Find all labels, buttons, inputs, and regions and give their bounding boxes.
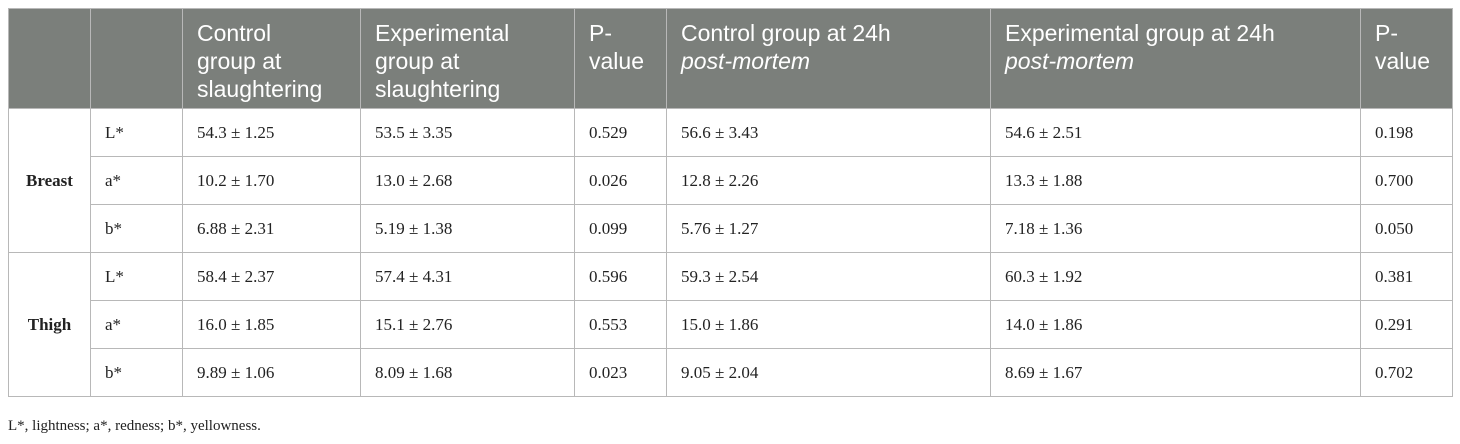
p-value-cell: 0.023 [574, 348, 667, 397]
value-cell: 6.88 ± 2.31 [182, 204, 361, 253]
value-cell: 59.3 ± 2.54 [666, 252, 991, 301]
value-cell: 5.76 ± 1.27 [666, 204, 991, 253]
p-value-cell: 0.026 [574, 156, 667, 205]
color-parameters-table: Control group at slaughtering Experiment… [8, 8, 1453, 397]
param-cell: b* [90, 204, 183, 253]
value-cell: 12.8 ± 2.26 [666, 156, 991, 205]
p-value-cell: 0.291 [1360, 300, 1453, 349]
p-value-cell: 0.099 [574, 204, 667, 253]
table-row: b* 6.88 ± 2.31 5.19 ± 1.38 0.099 5.76 ± … [9, 204, 1453, 253]
p-value-cell: 0.050 [1360, 204, 1453, 253]
table-row: Breast L* 54.3 ± 1.25 53.5 ± 3.35 0.529 … [8, 108, 1453, 253]
header-text: value [1375, 48, 1430, 74]
header-blank-1 [8, 8, 91, 109]
param-cell: a* [90, 156, 183, 205]
header-text: Control group at 24h [681, 20, 891, 46]
header-experimental-slaughtering: Experimental group at slaughtering [360, 8, 575, 109]
value-cell: 60.3 ± 1.92 [990, 252, 1361, 301]
header-blank-2 [90, 8, 183, 109]
header-text: post-mortem [681, 48, 811, 74]
table-row: b* 9.89 ± 1.06 8.09 ± 1.68 0.023 9.05 ± … [9, 348, 1453, 397]
value-cell: 9.05 ± 2.04 [666, 348, 991, 397]
value-cell: 9.89 ± 1.06 [182, 348, 361, 397]
value-cell: 57.4 ± 4.31 [360, 252, 575, 301]
value-cell: 8.69 ± 1.67 [990, 348, 1361, 397]
param-cell: b* [90, 348, 183, 397]
header-experimental-24h: Experimental group at 24h post-mortem [990, 8, 1361, 109]
header-p-value-1: P- value [574, 8, 667, 109]
value-cell: 56.6 ± 3.43 [666, 108, 991, 157]
table-footnote: L*, lightness; a*, redness; b*, yellowne… [8, 418, 261, 434]
value-cell: 5.19 ± 1.38 [360, 204, 575, 253]
header-control-slaughtering: Control group at slaughtering [182, 8, 361, 109]
value-cell: 53.5 ± 3.35 [360, 108, 575, 157]
param-cell: a* [90, 300, 183, 349]
p-value-cell: 0.529 [574, 108, 667, 157]
group-label-thigh: Thigh [8, 252, 91, 397]
header-text: slaughtering [375, 76, 501, 102]
header-control-24h: Control group at 24h post-mortem [666, 8, 991, 109]
value-cell: 58.4 ± 2.37 [182, 252, 361, 301]
value-cell: 7.18 ± 1.36 [990, 204, 1361, 253]
header-text: post-mortem [1005, 48, 1135, 74]
param-cell: L* [90, 108, 183, 157]
header-text: Experimental [375, 20, 510, 46]
value-cell: 13.0 ± 2.68 [360, 156, 575, 205]
p-value-cell: 0.702 [1360, 348, 1453, 397]
header-text: group at [375, 48, 460, 74]
header-row: Control group at slaughtering Experiment… [8, 8, 1453, 109]
header-text: value [589, 48, 644, 74]
p-value-cell: 0.553 [574, 300, 667, 349]
table-row: a* 10.2 ± 1.70 13.0 ± 2.68 0.026 12.8 ± … [9, 156, 1453, 205]
value-cell: 15.1 ± 2.76 [360, 300, 575, 349]
value-cell: 13.3 ± 1.88 [990, 156, 1361, 205]
value-cell: 10.2 ± 1.70 [182, 156, 361, 205]
value-cell: 14.0 ± 1.86 [990, 300, 1361, 349]
table-row: a* 16.0 ± 1.85 15.1 ± 2.76 0.553 15.0 ± … [9, 300, 1453, 349]
header-text: group at [197, 48, 282, 74]
value-cell: 16.0 ± 1.85 [182, 300, 361, 349]
header-text: Control [197, 20, 272, 46]
p-value-cell: 0.596 [574, 252, 667, 301]
p-value-cell: 0.381 [1360, 252, 1453, 301]
header-p-value-2: P- value [1360, 8, 1453, 109]
p-value-cell: 0.198 [1360, 108, 1453, 157]
value-cell: 54.6 ± 2.51 [990, 108, 1361, 157]
value-cell: 54.3 ± 1.25 [182, 108, 361, 157]
header-text: Experimental group at 24h [1005, 20, 1275, 46]
value-cell: 15.0 ± 1.86 [666, 300, 991, 349]
value-cell: 8.09 ± 1.68 [360, 348, 575, 397]
param-cell: L* [90, 252, 183, 301]
table-row: Thigh L* 58.4 ± 2.37 57.4 ± 4.31 0.596 5… [8, 252, 1453, 397]
table-container: Control group at slaughtering Experiment… [8, 8, 1453, 397]
header-text: slaughtering [197, 76, 323, 102]
header-text: P- [589, 20, 612, 46]
header-text: P- [1375, 20, 1398, 46]
p-value-cell: 0.700 [1360, 156, 1453, 205]
group-label-breast: Breast [8, 108, 91, 253]
